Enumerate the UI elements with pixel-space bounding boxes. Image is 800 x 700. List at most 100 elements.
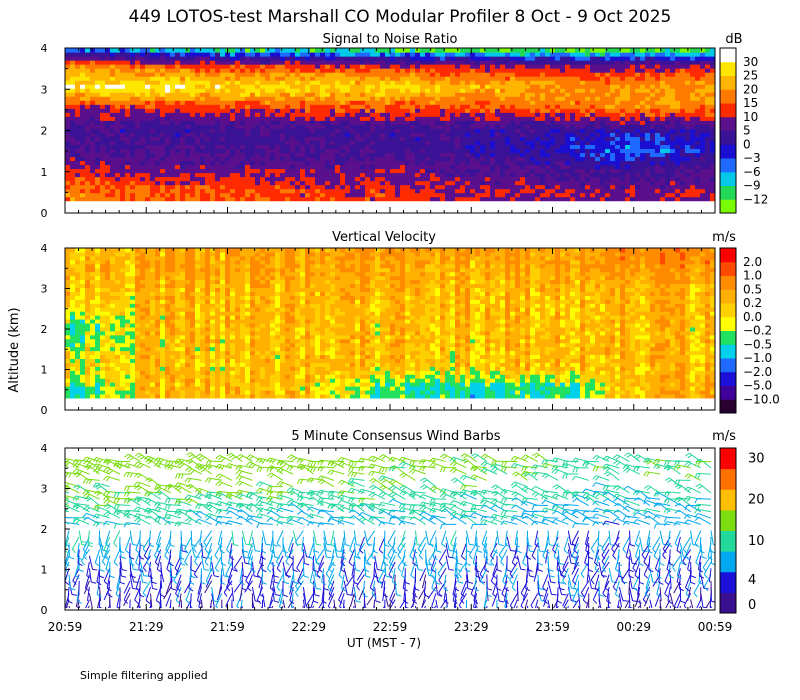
snr-cell [535,68,541,73]
snr-cell [155,176,161,182]
snr-cell [500,164,506,170]
snr-cell [375,72,381,77]
snr-cell [345,176,351,182]
snr-cell [130,160,136,166]
snr-cell [365,176,371,182]
snr-cell [465,60,471,65]
snr-cell [140,176,146,182]
snr-cell [515,168,521,174]
snr-cell [270,196,276,202]
snr-cell [105,128,111,133]
snr-cell [625,108,631,113]
snr-cell [95,96,101,101]
snr-cell [410,172,416,178]
snr-cell [575,92,581,97]
snr-cell [185,124,191,129]
snr-cell [475,128,481,133]
snr-cell [325,136,331,141]
snr-cell [545,120,551,125]
snr-cell [330,104,336,109]
snr-cell [665,76,671,81]
snr-cell [400,80,406,85]
snr-cell [495,68,501,73]
snr-cell [600,176,606,182]
snr-cell [645,104,651,109]
snr-cell [575,124,581,129]
snr-cell [195,116,201,121]
snr-cell [620,172,626,178]
snr-cell [450,100,456,105]
snr-cell [645,56,651,61]
snr-cell [445,116,451,121]
snr-cell [410,108,416,113]
snr-cell [130,140,136,145]
snr-cell [665,88,671,93]
snr-cell [335,64,341,69]
snr-cell [675,180,681,186]
snr-cell [170,144,176,150]
snr-cell [300,140,306,145]
snr-cell [650,196,656,202]
snr-cell [125,196,131,202]
snr-cell [515,140,521,145]
snr-cell [425,152,431,158]
snr-cell [505,92,511,97]
snr-cell [365,120,371,125]
snr-cell [635,124,641,129]
snr-cell [445,196,451,202]
snr-cell [130,184,136,190]
snr-cell [570,84,576,89]
snr-cell [245,64,251,69]
snr-cell [105,152,111,158]
snr-cell [585,180,591,186]
snr-cell [130,152,136,158]
snr-cell [610,168,616,174]
snr-cell [710,96,715,101]
snr-cell [480,96,486,101]
snr-cell [110,120,116,125]
snr-cell [365,132,371,137]
snr-cell [585,140,591,145]
snr-cell [555,196,561,202]
snr-cell [420,196,426,202]
snr-cell [330,152,336,158]
snr-cell [475,56,481,61]
snr-cell [410,64,416,69]
snr-cell [355,124,361,129]
snr-cell [525,100,531,105]
snr-cell [530,124,536,129]
snr-cell [235,196,241,202]
snr-cell [620,140,626,145]
snr-cell [530,64,536,69]
snr-cell [160,108,166,113]
snr-cell [500,108,506,113]
snr-cell [680,160,686,166]
snr-cell [245,132,251,137]
snr-cell [270,52,276,57]
snr-cell [530,104,536,109]
snr-cell [515,152,521,158]
snr-cell [405,184,411,190]
snr-cell [240,112,246,117]
snr-cell [580,92,586,97]
snr-cell [120,148,126,154]
snr-cell [595,80,601,85]
snr-cell [445,176,451,182]
snr-cell [110,112,116,117]
snr-cell [660,76,666,81]
snr-cell [425,192,431,198]
snr-cell [200,92,206,97]
snr-cell [465,120,471,125]
snr-cell [470,184,476,190]
snr-cell [580,100,586,105]
snr-cell [610,124,616,129]
snr-cell [590,96,596,101]
snr-cell [680,64,686,69]
snr-cell [605,128,611,133]
snr-cell [465,148,471,154]
snr-cell [490,164,496,170]
snr-cell [230,52,236,57]
snr-cell [145,112,151,117]
snr-cell [445,168,451,174]
snr-cell [320,68,326,73]
